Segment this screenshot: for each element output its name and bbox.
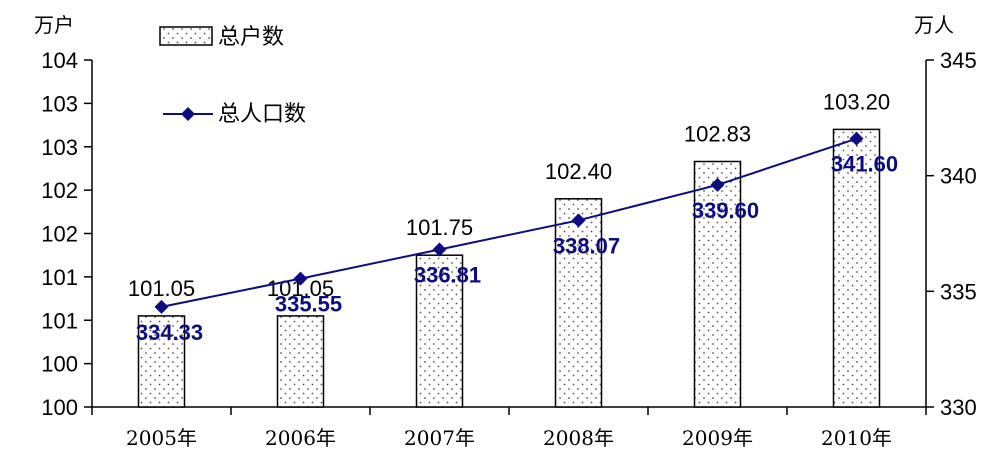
- line-point: [154, 299, 169, 314]
- line-data-label: 334.33: [136, 320, 203, 345]
- right-axis-unit: 万人: [914, 13, 954, 37]
- x-tick-label: 2008年: [543, 426, 614, 450]
- right-axis-ticks: 330 335 340 345: [926, 48, 977, 420]
- left-tick-label: 103: [41, 91, 78, 116]
- x-tick-label: 2005年: [126, 426, 197, 450]
- legend-bar-swatch: [159, 26, 213, 46]
- left-tick-label: 101: [41, 265, 78, 290]
- left-tick-label: 101: [41, 308, 78, 333]
- x-axis-ticks: 2005年 2006年 2007年 2008年 2009年 2010年: [91, 407, 927, 450]
- right-tick-label: 330: [940, 395, 977, 420]
- line-point: [710, 177, 725, 192]
- x-tick-label: 2010年: [821, 426, 892, 450]
- x-tick-label: 2006年: [265, 426, 336, 450]
- bar: [554, 198, 603, 408]
- x-tick-label: 2007年: [404, 426, 475, 450]
- line-point: [849, 131, 864, 146]
- legend-line-label: 总人口数: [218, 102, 306, 127]
- bar-data-label: 103.20: [823, 89, 890, 114]
- bar: [137, 315, 186, 408]
- line-point: [432, 242, 447, 257]
- left-tick-label: 100: [41, 352, 78, 377]
- bar-data-label: 101.05: [128, 276, 195, 301]
- left-tick-label: 104: [41, 48, 78, 73]
- bar-data-label: 102.83: [684, 121, 751, 146]
- line-data-label: 341.60: [831, 152, 898, 177]
- left-tick-label: 102: [41, 178, 78, 203]
- line-series: 334.33 335.55 336.81 338.07 339.60 341.60: [136, 131, 898, 345]
- legend-bar-label: 总户数: [218, 25, 284, 50]
- line-data-label: 338.07: [553, 233, 620, 258]
- x-tick-label: 2009年: [682, 426, 753, 450]
- line-point: [571, 213, 586, 228]
- left-tick-label: 102: [41, 222, 78, 247]
- right-tick-label: 340: [940, 164, 977, 189]
- left-tick-label: 100: [41, 395, 78, 420]
- right-tick-label: 345: [940, 48, 977, 73]
- right-tick-label: 335: [940, 279, 977, 304]
- line-data-label: 335.55: [275, 292, 342, 317]
- legend: 总户数 总人口数: [159, 25, 306, 127]
- bar-data-label: 102.40: [545, 159, 612, 184]
- left-axis-unit: 万户: [34, 13, 74, 37]
- bar: [693, 160, 742, 408]
- bar: [832, 128, 881, 408]
- left-axis-ticks: 100 100 101 101 102 102 103 103 104: [41, 48, 92, 420]
- line-point: [293, 271, 308, 286]
- line-data-label: 336.81: [414, 262, 481, 287]
- bar-data-label: 101.75: [406, 215, 473, 240]
- legend-line-marker: [181, 107, 195, 121]
- line-data-label: 339.60: [692, 198, 759, 223]
- bar: [276, 315, 325, 408]
- bar: [415, 254, 464, 408]
- left-tick-label: 103: [41, 135, 78, 160]
- series-line: [161, 137, 857, 308]
